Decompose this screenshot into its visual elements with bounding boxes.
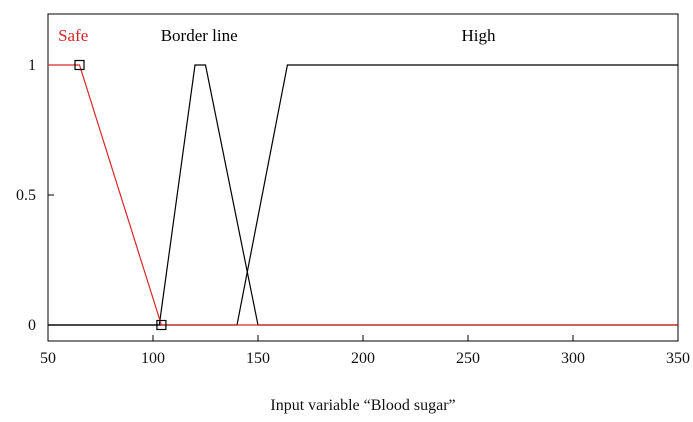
x-tick-label: 250	[456, 350, 480, 367]
series-layer	[48, 64, 678, 326]
marker-layer	[74, 59, 167, 331]
y-tick-label: 0.5	[16, 187, 36, 204]
x-tick-label: 200	[351, 350, 375, 367]
mf-label-layer: Safe Border line High	[58, 26, 496, 45]
series-line-safe	[48, 64, 678, 326]
series-line-high	[48, 64, 678, 326]
vertex-marker	[156, 319, 167, 331]
mf-label-high: High	[462, 26, 497, 45]
y-tick-label: 0	[28, 317, 36, 334]
x-tick-label: 300	[561, 350, 585, 367]
x-tick-label: 350	[666, 350, 690, 367]
plot-frame	[47, 13, 679, 342]
x-axis-ticks: 50 100 150 200 250 300 350	[40, 335, 690, 367]
vertex-marker	[74, 59, 85, 71]
series-line-border-line	[48, 64, 678, 326]
x-tick-label: 50	[40, 350, 56, 367]
x-axis-label: Input variable “Blood sugar”	[270, 397, 455, 414]
y-tick-label: 1	[28, 57, 36, 74]
x-tick-label: 150	[246, 350, 270, 367]
mf-label-border-line: Border line	[161, 26, 238, 45]
x-tick-label: 100	[141, 350, 165, 367]
mf-label-safe: Safe	[58, 26, 88, 45]
